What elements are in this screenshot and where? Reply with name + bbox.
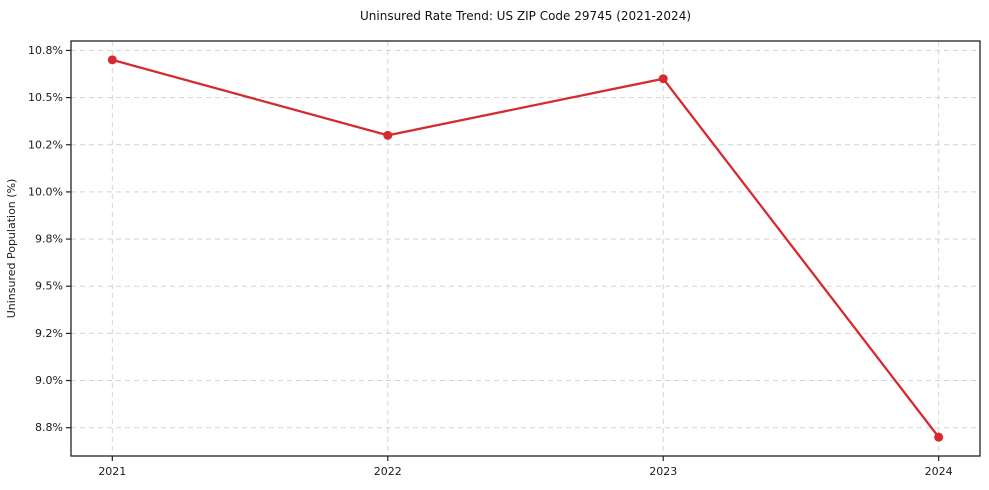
data-point-2022 <box>383 130 393 140</box>
y-tick-label: 10.2% <box>28 138 63 151</box>
plot-box-spines <box>70 40 981 457</box>
x-tick-label: 2024 <box>925 465 953 478</box>
y-tick-label: 9.0% <box>35 374 63 387</box>
y-tick-label: 9.2% <box>35 327 63 340</box>
x-tick-label: 2022 <box>374 465 402 478</box>
label-layer: Uninsured Rate Trend: US ZIP Code 29745 … <box>5 9 953 478</box>
data-point-2023 <box>658 74 668 84</box>
trend-line-series <box>107 55 944 442</box>
axes-layer <box>66 40 981 461</box>
chart-title: Uninsured Rate Trend: US ZIP Code 29745 … <box>360 9 691 23</box>
y-tick-label: 9.5% <box>35 280 63 293</box>
y-axis-label: Uninsured Population (%) <box>5 179 18 319</box>
grid-layer <box>71 41 980 456</box>
data-point-2024 <box>934 432 944 442</box>
data-point-2021 <box>107 55 117 65</box>
y-tick-label: 10.8% <box>28 44 63 57</box>
x-tick-label: 2023 <box>649 465 677 478</box>
y-tick-label: 9.8% <box>35 233 63 246</box>
trend-line <box>111 58 940 439</box>
y-tick-label: 10.0% <box>28 185 63 198</box>
y-tick-label: 8.8% <box>35 421 63 434</box>
x-tick-label: 2021 <box>98 465 126 478</box>
y-tick-label: 10.5% <box>28 91 63 104</box>
